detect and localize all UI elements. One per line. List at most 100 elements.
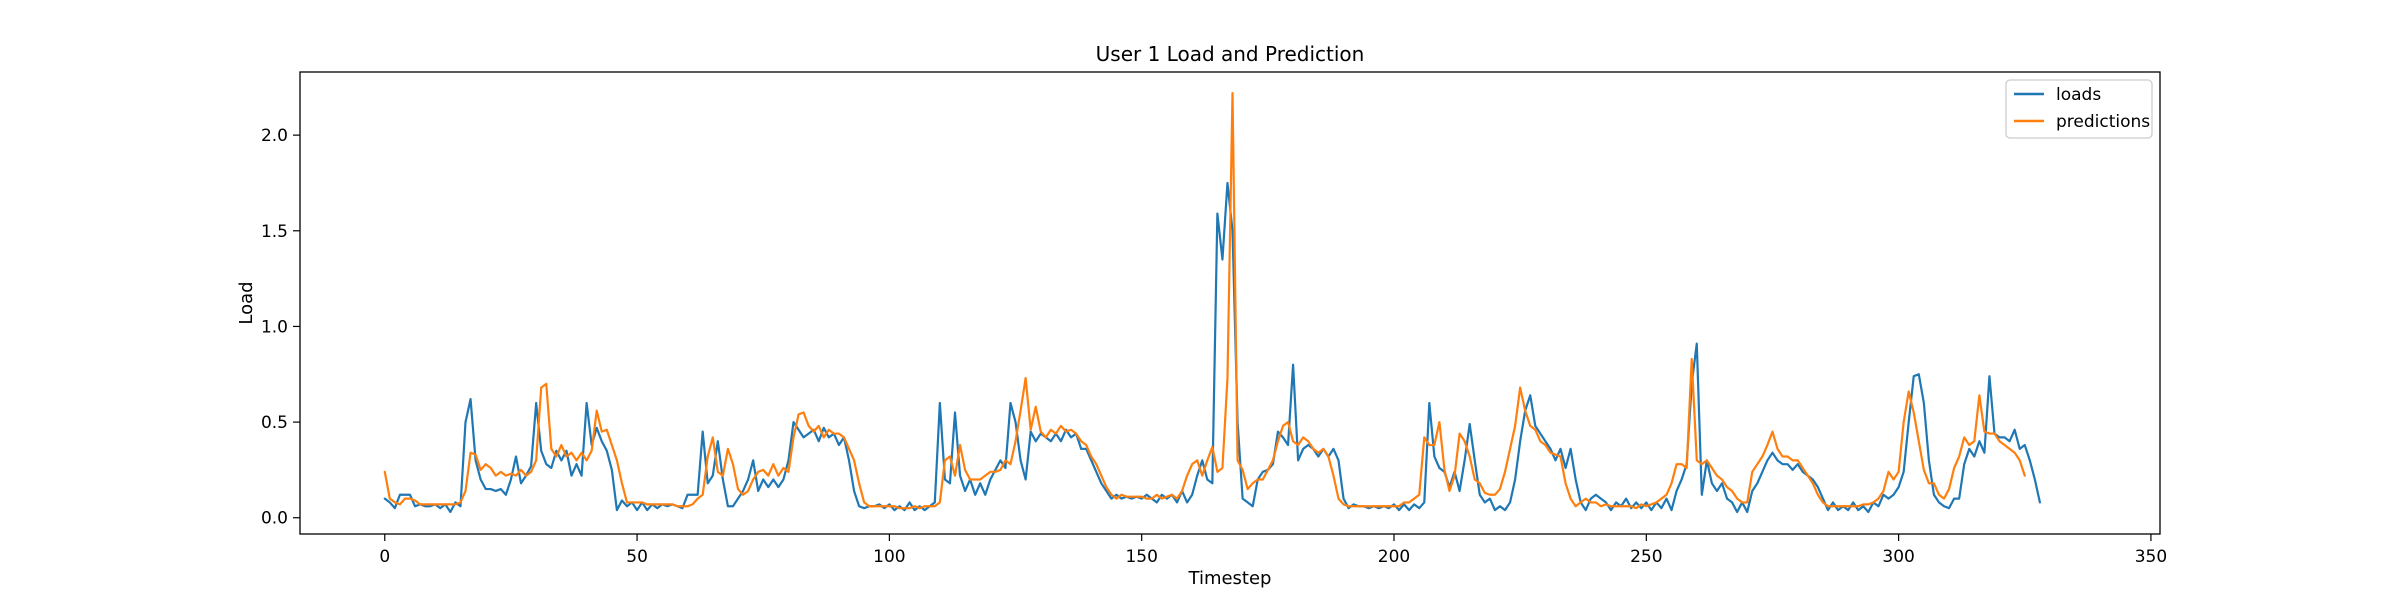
x-tick-label: 200 xyxy=(1378,547,1410,567)
data-point-predictions xyxy=(1782,456,1783,457)
data-point-loads xyxy=(1207,479,1208,480)
data-point-loads xyxy=(1792,469,1793,470)
data-point-predictions xyxy=(1913,412,1914,413)
data-point-predictions xyxy=(959,444,960,445)
data-point-loads xyxy=(576,464,577,465)
data-point-predictions xyxy=(763,469,764,470)
data-point-loads xyxy=(1979,441,1980,442)
data-point-predictions xyxy=(505,475,506,476)
data-point-predictions xyxy=(541,387,542,388)
data-point-loads xyxy=(1298,460,1299,461)
data-point-predictions xyxy=(652,504,653,505)
data-point-loads xyxy=(1308,444,1309,445)
data-point-predictions xyxy=(1323,448,1324,449)
data-point-loads xyxy=(1565,467,1566,468)
data-point-predictions xyxy=(1585,498,1586,499)
data-point-predictions xyxy=(1681,464,1682,465)
data-point-predictions xyxy=(1504,471,1505,472)
data-point-loads xyxy=(1974,456,1975,457)
data-point-loads xyxy=(1560,448,1561,449)
data-point-predictions xyxy=(490,467,491,468)
data-point-loads xyxy=(1489,498,1490,499)
data-point-predictions xyxy=(1313,448,1314,449)
data-point-predictions xyxy=(1767,444,1768,445)
data-point-loads xyxy=(904,509,905,510)
data-point-predictions xyxy=(1837,506,1838,507)
data-point-predictions xyxy=(1575,506,1576,507)
data-point-predictions xyxy=(500,471,501,472)
data-point-loads xyxy=(541,450,542,451)
data-point-predictions xyxy=(682,506,683,507)
series-layer xyxy=(383,91,2042,514)
data-point-predictions xyxy=(667,504,668,505)
data-point-predictions xyxy=(990,471,991,472)
data-point-loads xyxy=(859,506,860,507)
x-tick-label: 300 xyxy=(1882,547,1914,567)
data-point-loads xyxy=(975,494,976,495)
data-point-loads xyxy=(1570,448,1571,449)
data-point-predictions xyxy=(677,506,678,507)
data-point-predictions xyxy=(1202,475,1203,476)
data-point-loads xyxy=(399,494,400,495)
data-point-predictions xyxy=(1287,421,1288,422)
data-point-predictions xyxy=(1827,506,1828,507)
data-point-predictions xyxy=(1091,456,1092,457)
data-point-loads xyxy=(1600,498,1601,499)
data-point-loads xyxy=(480,479,481,480)
data-point-predictions xyxy=(1989,433,1990,434)
data-point-loads xyxy=(1984,452,1985,453)
data-point-loads xyxy=(753,460,754,461)
data-point-predictions xyxy=(1706,460,1707,461)
data-point-predictions xyxy=(748,490,749,491)
data-point-loads xyxy=(1030,431,1031,432)
data-point-predictions xyxy=(1651,504,1652,505)
data-point-loads xyxy=(1797,464,1798,465)
data-point-loads xyxy=(626,506,627,507)
data-point-loads xyxy=(1858,509,1859,510)
data-point-predictions xyxy=(389,498,390,499)
data-point-predictions xyxy=(606,429,607,430)
x-axis-ticks: 0 50 100 150 200 250 300 350 xyxy=(379,534,2167,567)
data-point-loads xyxy=(1721,483,1722,484)
data-point-loads xyxy=(1868,511,1869,512)
data-point-predictions xyxy=(1474,479,1475,480)
data-point-loads xyxy=(914,509,915,510)
data-point-predictions xyxy=(1040,431,1041,432)
data-point-loads xyxy=(1681,479,1682,480)
data-point-loads xyxy=(520,483,521,484)
chart-title: User 1 Load and Prediction xyxy=(1096,42,1365,66)
data-point-loads xyxy=(1696,343,1697,344)
data-point-predictions xyxy=(1409,502,1410,503)
data-point-predictions xyxy=(1429,444,1430,445)
data-point-predictions xyxy=(1883,490,1884,491)
legend-label-predictions: predictions xyxy=(2056,112,2150,132)
data-point-predictions xyxy=(1691,358,1692,359)
data-point-loads xyxy=(1575,479,1576,480)
data-point-loads xyxy=(389,502,390,503)
data-point-predictions xyxy=(1086,444,1087,445)
data-point-predictions xyxy=(737,488,738,489)
data-point-predictions xyxy=(869,506,870,507)
data-point-predictions xyxy=(414,500,415,501)
data-point-predictions xyxy=(1298,444,1299,445)
data-point-predictions xyxy=(1535,429,1536,430)
data-point-predictions xyxy=(1777,448,1778,449)
data-point-predictions xyxy=(1292,441,1293,442)
data-point-loads xyxy=(1212,483,1213,484)
data-point-loads xyxy=(1484,502,1485,503)
data-point-predictions xyxy=(864,502,865,503)
data-point-loads xyxy=(1161,494,1162,495)
data-point-loads xyxy=(1883,494,1884,495)
data-point-loads xyxy=(954,412,955,413)
data-point-predictions xyxy=(455,504,456,505)
data-point-predictions xyxy=(1923,469,1924,470)
data-point-predictions xyxy=(460,502,461,503)
data-point-loads xyxy=(1070,437,1071,438)
data-point-predictions xyxy=(1509,448,1510,449)
data-point-predictions xyxy=(409,498,410,499)
data-point-loads xyxy=(1832,502,1833,503)
data-point-loads xyxy=(1424,502,1425,503)
data-point-loads xyxy=(1141,498,1142,499)
data-point-predictions xyxy=(1484,492,1485,493)
data-point-loads xyxy=(697,494,698,495)
